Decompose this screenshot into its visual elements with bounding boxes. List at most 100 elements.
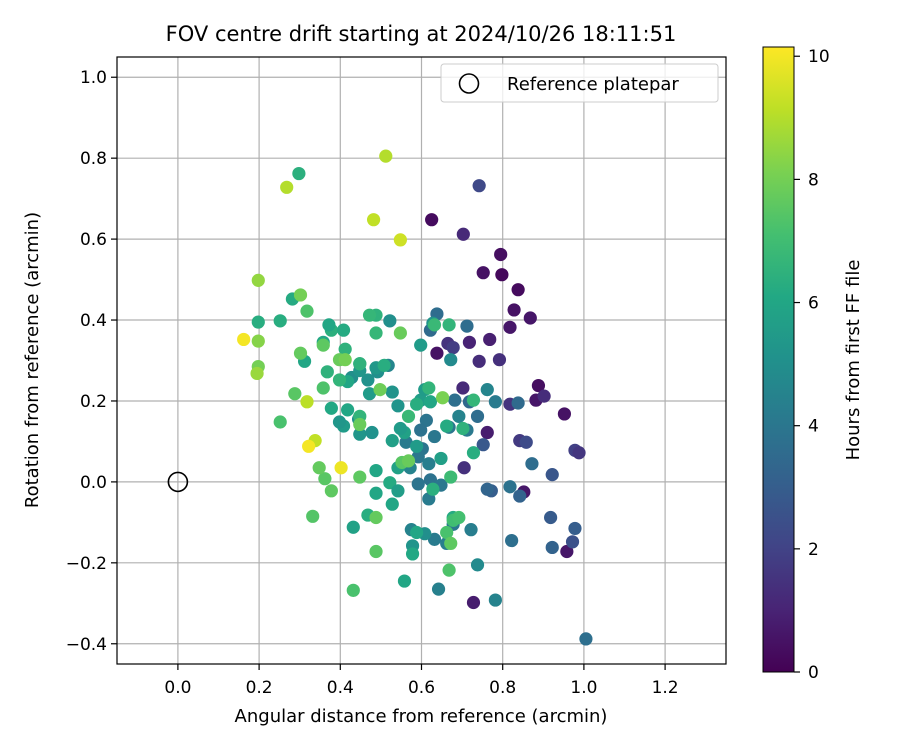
data-point [422, 381, 436, 395]
data-point [519, 435, 533, 449]
data-point [292, 166, 306, 181]
data-point [251, 273, 265, 287]
x-tick-label: 0.0 [164, 678, 191, 698]
data-point [365, 425, 379, 440]
data-point [537, 389, 551, 403]
data-point [460, 319, 474, 333]
y-tick-label: −0.4 [66, 635, 107, 655]
data-point [334, 461, 348, 475]
colorbar-tick-label: 8 [808, 170, 819, 190]
data-point [488, 395, 502, 409]
data-point [393, 326, 407, 340]
chart-title: FOV centre drift starting at 2024/10/26 … [166, 22, 677, 46]
data-point [369, 510, 383, 525]
data-point [511, 396, 525, 410]
data-point [480, 383, 494, 397]
x-tick-label: 0.4 [327, 678, 354, 698]
data-point [427, 429, 442, 444]
data-point [251, 334, 265, 348]
data-point [560, 544, 574, 559]
data-point [401, 409, 416, 423]
data-point [448, 393, 462, 407]
data-point [444, 470, 458, 484]
data-point [505, 533, 519, 548]
data-point [414, 338, 428, 352]
data-point [300, 395, 314, 409]
data-point [476, 266, 490, 280]
data-point [488, 593, 502, 607]
data-point [385, 434, 399, 448]
data-point [523, 311, 537, 325]
data-point [531, 378, 546, 393]
data-point [414, 423, 428, 437]
data-point [369, 326, 383, 340]
y-tick-label: 0.4 [80, 311, 107, 331]
data-point [338, 342, 352, 356]
data-point [456, 421, 470, 436]
data-point [426, 482, 440, 496]
data-point [545, 540, 559, 555]
data-point [391, 399, 405, 413]
colorbar-gradient [762, 46, 795, 673]
data-point [385, 385, 399, 399]
colorbar-ticks: 0 2 4 6 8 10 [794, 47, 830, 683]
data-point [419, 413, 433, 427]
data-point [503, 480, 517, 494]
data-point [513, 489, 527, 503]
data-point [466, 595, 481, 610]
data-point [544, 510, 558, 525]
data-point [425, 213, 439, 227]
data-point [353, 417, 367, 432]
data-points [237, 149, 593, 646]
data-point [462, 335, 477, 349]
y-tick-label: 0.2 [80, 392, 107, 412]
data-point [300, 304, 314, 318]
data-point [399, 435, 413, 449]
data-point [361, 373, 375, 387]
data-point [316, 338, 330, 352]
data-point [397, 574, 412, 588]
data-point [366, 213, 381, 227]
data-point [316, 381, 330, 395]
data-point [379, 149, 393, 163]
data-point [353, 470, 367, 484]
data-point [410, 439, 424, 453]
data-point [446, 340, 460, 355]
data-point [369, 486, 383, 500]
data-point [353, 357, 367, 371]
y-tick-label: 0.0 [80, 473, 107, 493]
data-point [470, 409, 485, 423]
data-point [273, 415, 287, 429]
data-point [410, 525, 424, 540]
y-tick-label: 1.0 [80, 68, 107, 88]
data-point [431, 582, 446, 596]
data-point [568, 521, 582, 536]
data-point [456, 227, 470, 241]
colorbar-tick-label: 4 [808, 417, 819, 437]
y-axis-ticks: −0.4 −0.2 0.0 0.2 0.4 0.6 0.8 1.0 [66, 68, 117, 655]
data-point [302, 439, 316, 453]
data-point [369, 544, 383, 559]
data-point [427, 532, 442, 546]
data-point [410, 397, 424, 411]
data-point [324, 484, 338, 498]
data-point [377, 358, 391, 372]
data-point [393, 233, 407, 247]
data-point [393, 421, 407, 436]
x-tick-label: 1.2 [652, 678, 679, 698]
y-tick-label: 0.8 [80, 149, 107, 169]
data-point [362, 387, 377, 401]
data-point [483, 332, 497, 347]
data-point [480, 425, 494, 440]
data-point [525, 457, 539, 471]
data-point [464, 523, 478, 537]
data-point [332, 373, 347, 387]
x-tick-label: 0.2 [246, 678, 273, 698]
data-point [338, 353, 352, 367]
data-point [436, 391, 450, 405]
data-point [306, 509, 320, 523]
data-point [472, 179, 486, 193]
x-axis-label: Angular distance from reference (arcmin) [235, 706, 608, 727]
data-point [470, 558, 485, 572]
